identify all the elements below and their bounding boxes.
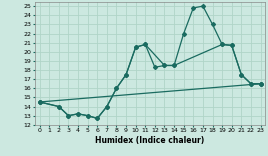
- X-axis label: Humidex (Indice chaleur): Humidex (Indice chaleur): [95, 136, 205, 145]
